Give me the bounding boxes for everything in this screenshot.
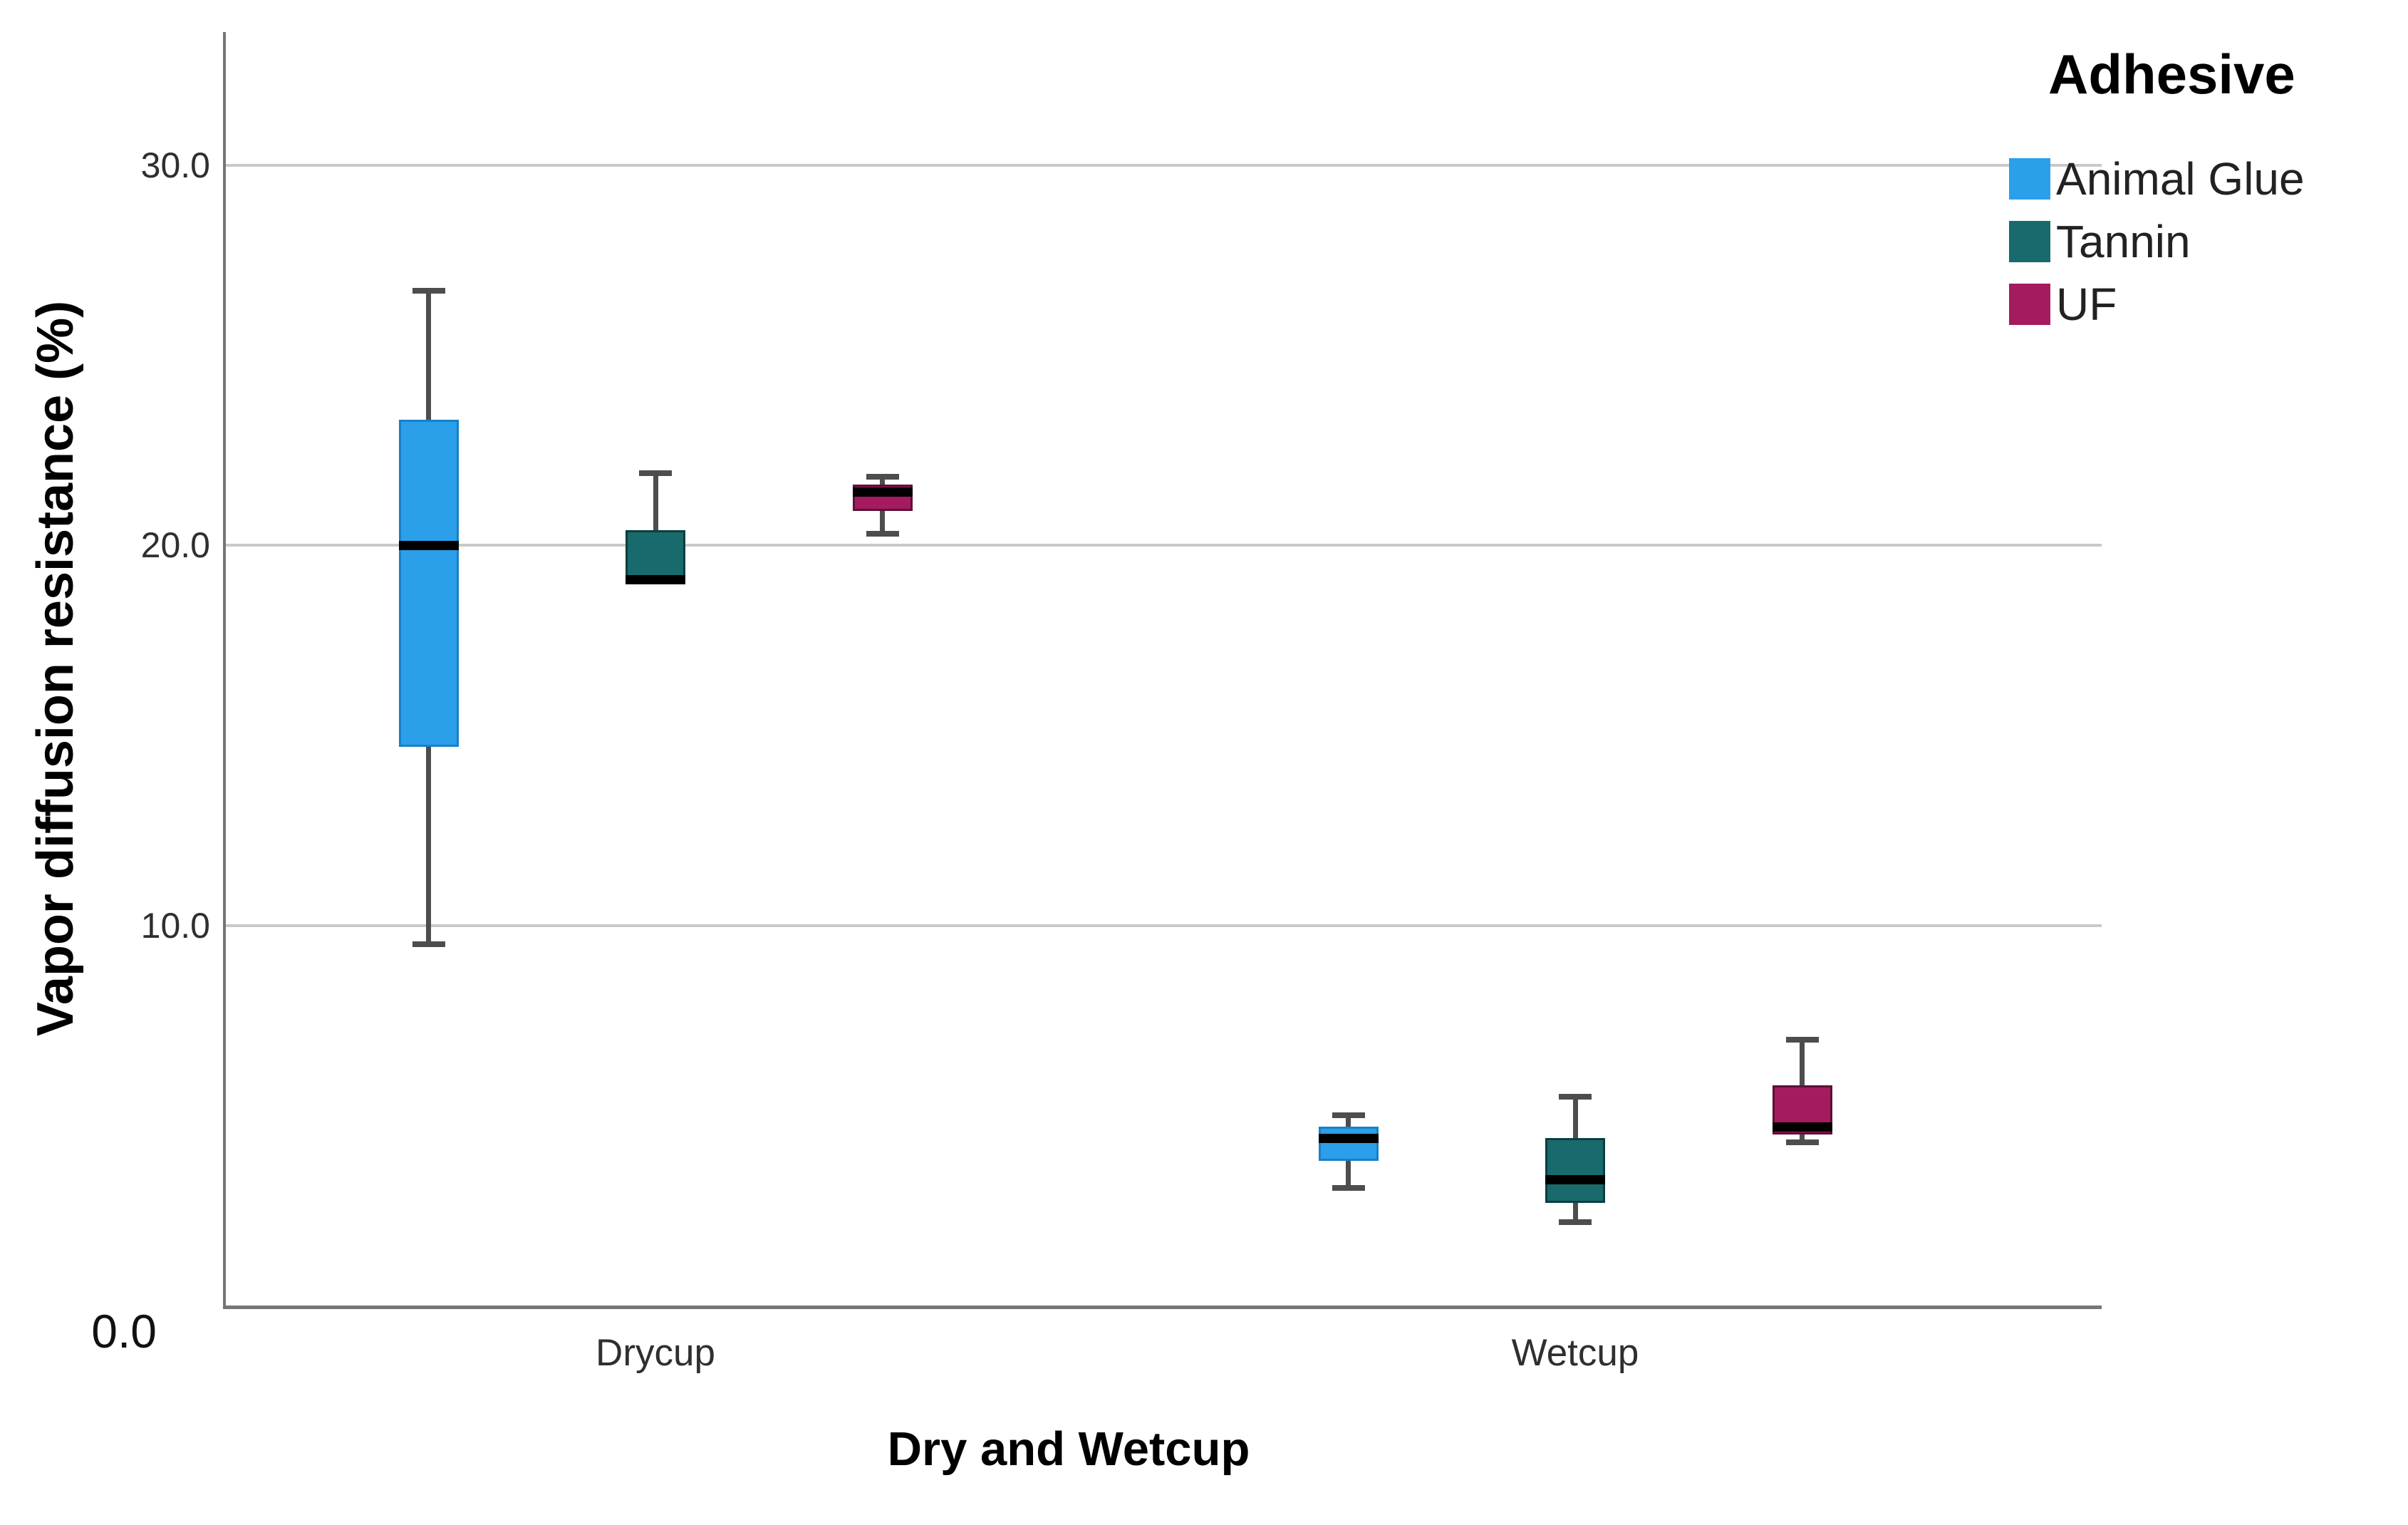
whisker-cap-max-tannin-wetcup [1559,1093,1592,1100]
legend-swatch-uf [2009,284,2050,325]
median-animal-glue-drycup [398,540,459,550]
y-tick-label-30.0: 30.0 [140,145,210,185]
legend-label: Tannin [2056,216,2191,267]
median-tannin-wetcup [1545,1175,1605,1185]
x-axis-title: Dry and Wetcup [887,1422,1250,1476]
box-tannin-wetcup [1545,1138,1605,1203]
gridline-30.0 [226,163,2102,167]
y-tick-label-0: 0.0 [91,1305,157,1358]
median-uf-drycup [852,487,913,497]
legend-swatch-animal-glue [2009,158,2050,200]
whisker-cap-min-animal-glue-wetcup [1332,1184,1365,1191]
whisker-cap-min-tannin-wetcup [1559,1219,1592,1225]
whisker-lower-uf-drycup [880,511,885,534]
legend-row-tannin: Tannin [2009,216,2305,267]
whisker-cap-max-uf-drycup [866,474,899,480]
legend-swatch-tannin [2009,221,2050,262]
median-animal-glue-wetcup [1318,1133,1379,1143]
box-animal-glue-drycup [398,420,459,747]
whisker-upper-uf-wetcup [1800,1039,1805,1085]
legend-row-uf: UF [2009,279,2305,330]
whisker-cap-max-uf-wetcup [1785,1036,1819,1043]
whisker-cap-max-animal-glue-wetcup [1332,1112,1365,1119]
whisker-upper-animal-glue-drycup [426,290,431,420]
y-axis-line [223,32,226,1309]
legend-row-animal-glue: Animal Glue [2009,153,2305,205]
whisker-lower-animal-glue-drycup [426,746,431,945]
whisker-upper-tannin-wetcup [1572,1096,1578,1139]
whisker-upper-tannin-drycup [653,472,658,530]
whisker-upper-uf-drycup [880,477,885,485]
whisker-cap-min-animal-glue-drycup [412,941,445,948]
box-animal-glue-wetcup [1318,1127,1379,1162]
median-uf-wetcup [1772,1122,1832,1132]
whisker-cap-max-tannin-drycup [639,470,672,476]
x-category-label-drycup: Drycup [596,1332,715,1374]
whisker-lower-tannin-wetcup [1572,1202,1578,1222]
whisker-cap-max-animal-glue-drycup [412,287,445,294]
legend-label: UF [2056,279,2117,330]
x-category-label-wetcup: Wetcup [1511,1332,1639,1374]
whisker-lower-uf-wetcup [1800,1134,1805,1142]
median-tannin-drycup [626,574,685,584]
legend-label: Animal Glue [2056,153,2305,205]
gridline-20.0 [226,544,2102,547]
whisker-cap-min-uf-drycup [866,531,899,537]
y-tick-label-10.0: 10.0 [140,905,210,946]
legend-entries: Animal Glue Tannin UF [2009,153,2305,346]
whisker-cap-min-uf-wetcup [1785,1139,1819,1145]
x-axis-line [223,1306,2102,1309]
gridline-10.0 [226,924,2102,927]
y-tick-label-20.0: 20.0 [140,525,210,566]
legend-title: Adhesive [2048,43,2295,105]
whisker-upper-animal-glue-wetcup [1346,1115,1351,1127]
whisker-lower-animal-glue-wetcup [1346,1161,1351,1188]
